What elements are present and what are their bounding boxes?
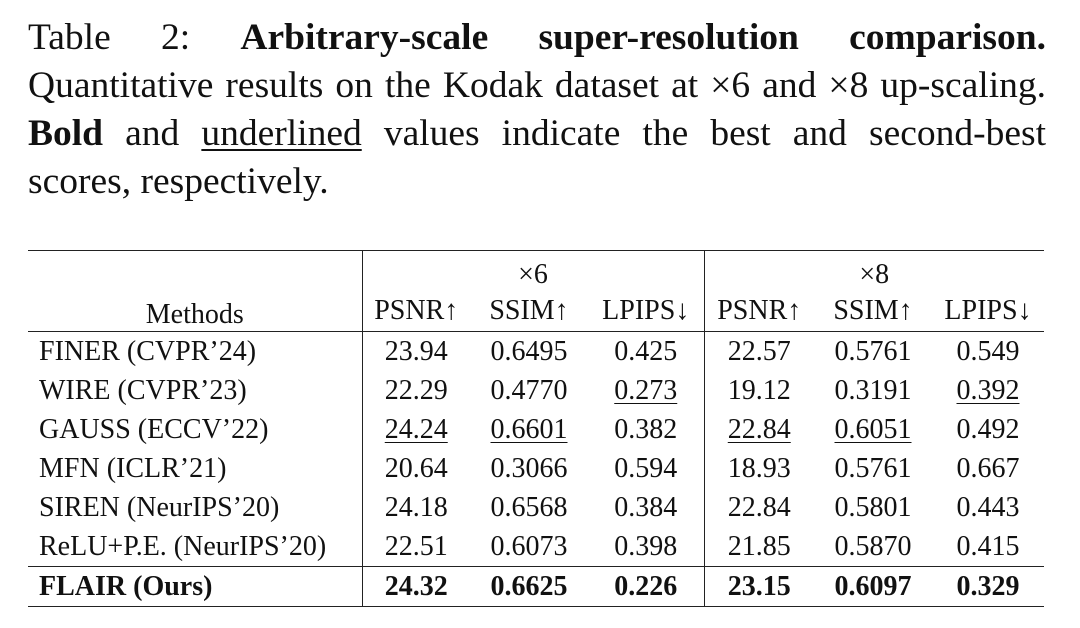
table-cell-second-best: 0.6601 [470, 410, 588, 449]
table-cell: 0.6073 [490, 530, 568, 562]
table-cell: 0.3066 [490, 452, 568, 484]
table-cell-best: 23.15 [704, 566, 814, 607]
second-best-value: 24.24 [384, 413, 448, 445]
header-row-groups: Methods ×6 ×8 [28, 250, 1044, 332]
metric-header-lpips: LPIPS↓ [932, 291, 1044, 332]
table-cell-best: 0.6097 [814, 566, 932, 607]
metric-header-psnr: PSNR↑ [362, 291, 470, 332]
table-row: SIREN (NeurIPS’20) 24.18 0.6568 0.384 22… [28, 488, 1044, 527]
second-best-value: 0.6051 [834, 413, 912, 445]
method-name: MFN (ICLR’21) [28, 449, 363, 488]
caption-bold-word: Bold [28, 113, 104, 154]
table-cell: 21.85 [727, 530, 791, 562]
table-row: ReLU+P.E. (NeurIPS’20) 22.51 0.6073 0.39… [28, 527, 1044, 567]
table-cell: 22.29 [384, 374, 448, 406]
table-cell-best: 0.226 [588, 566, 705, 607]
table-cell: 0.5801 [834, 491, 912, 523]
table-cell: 0.425 [588, 331, 705, 371]
second-best-value: 0.273 [614, 374, 678, 406]
table-cell-second-best: 0.273 [588, 371, 705, 410]
method-name: WIRE (CVPR’23) [28, 371, 363, 410]
results-table: Methods ×6 ×8 PSNR↑ SSIM↑ LPIPS↓ PSNR↑ S… [28, 250, 1044, 607]
second-best-value: 0.6601 [490, 413, 568, 445]
second-best-value: 22.84 [727, 413, 791, 445]
table-row: GAUSS (ECCV’22) 24.24 0.6601 0.382 22.84… [28, 410, 1044, 449]
table-cell: 19.12 [727, 374, 791, 406]
table-cell: 0.415 [956, 530, 1020, 562]
table-cell: 20.64 [384, 452, 448, 484]
caption-text-2: and [125, 113, 180, 154]
caption-text-3: values indicate the best and second-best… [28, 113, 1047, 202]
method-name: ReLU+P.E. (NeurIPS’20) [28, 527, 363, 567]
caption-title: Arbitrary-scale super-resolution compari… [240, 17, 1047, 58]
table-cell-second-best: 24.24 [362, 410, 470, 449]
method-name: SIREN (NeurIPS’20) [28, 488, 363, 527]
metric-header-psnr: PSNR↑ [704, 291, 814, 332]
table-cell: 18.93 [727, 452, 791, 484]
method-name: FLAIR (Ours) [28, 566, 363, 607]
table-caption: Table 2: Arbitrary-scale super-resolutio… [28, 14, 1046, 206]
table-cell-best: 0.6625 [470, 566, 588, 607]
metric-header-ssim: SSIM↑ [814, 291, 932, 332]
table-cell: 22.51 [384, 530, 448, 562]
table-cell: 0.382 [588, 410, 705, 449]
table-cell: 0.398 [588, 527, 705, 567]
table-cell: 22.57 [727, 335, 791, 367]
table-cell: 0.384 [588, 488, 705, 527]
table-cell-second-best: 0.392 [932, 371, 1044, 410]
table-cell: 0.594 [588, 449, 705, 488]
table-cell: 0.6568 [490, 491, 568, 523]
methods-header: Methods [28, 250, 363, 332]
caption-text-1: Quantitative results on the Kodak datase… [28, 65, 1046, 106]
table-cell-second-best: 22.84 [704, 410, 814, 449]
group-header-x8: ×8 [704, 250, 1044, 291]
header-row-metrics: PSNR↑ SSIM↑ LPIPS↓ PSNR↑ SSIM↑ LPIPS↓ [28, 291, 1044, 332]
second-best-value: 0.392 [956, 374, 1020, 406]
metric-header-ssim: SSIM↑ [470, 291, 588, 332]
table-row: FINER (CVPR’24) 23.94 0.6495 0.425 22.57… [28, 331, 1044, 371]
table-cell: 0.667 [956, 452, 1020, 484]
table-cell: 23.94 [384, 335, 448, 367]
table-cell: 0.4770 [490, 374, 568, 406]
table-cell-best: 24.32 [362, 566, 470, 607]
table-cell: 24.18 [384, 491, 448, 523]
table-cell: 0.549 [956, 335, 1020, 367]
table-cell-second-best: 0.6051 [814, 410, 932, 449]
table-row: MFN (ICLR’21) 20.64 0.3066 0.594 18.93 0… [28, 449, 1044, 488]
table-cell: 0.5870 [834, 530, 912, 562]
method-name: GAUSS (ECCV’22) [28, 410, 363, 449]
table-row: WIRE (CVPR’23) 22.29 0.4770 0.273 19.12 … [28, 371, 1044, 410]
table-cell: 0.5761 [834, 452, 912, 484]
table-cell-best: 0.329 [932, 566, 1044, 607]
metric-header-lpips: LPIPS↓ [588, 291, 705, 332]
table-cell: 22.84 [727, 491, 791, 523]
table-cell: 0.3191 [834, 374, 912, 406]
caption-label: Table 2: [28, 17, 191, 58]
table-cell: 0.6495 [490, 335, 568, 367]
table-cell: 0.5761 [834, 335, 912, 367]
table-cell: 0.443 [956, 491, 1020, 523]
table-row-ours: FLAIR (Ours) 24.32 0.6625 0.226 23.15 0.… [28, 566, 1044, 607]
table-cell: 0.492 [956, 413, 1020, 445]
method-name: FINER (CVPR’24) [28, 331, 363, 371]
caption-underlined-word: underlined [201, 113, 362, 154]
group-header-x6: ×6 [362, 250, 705, 291]
